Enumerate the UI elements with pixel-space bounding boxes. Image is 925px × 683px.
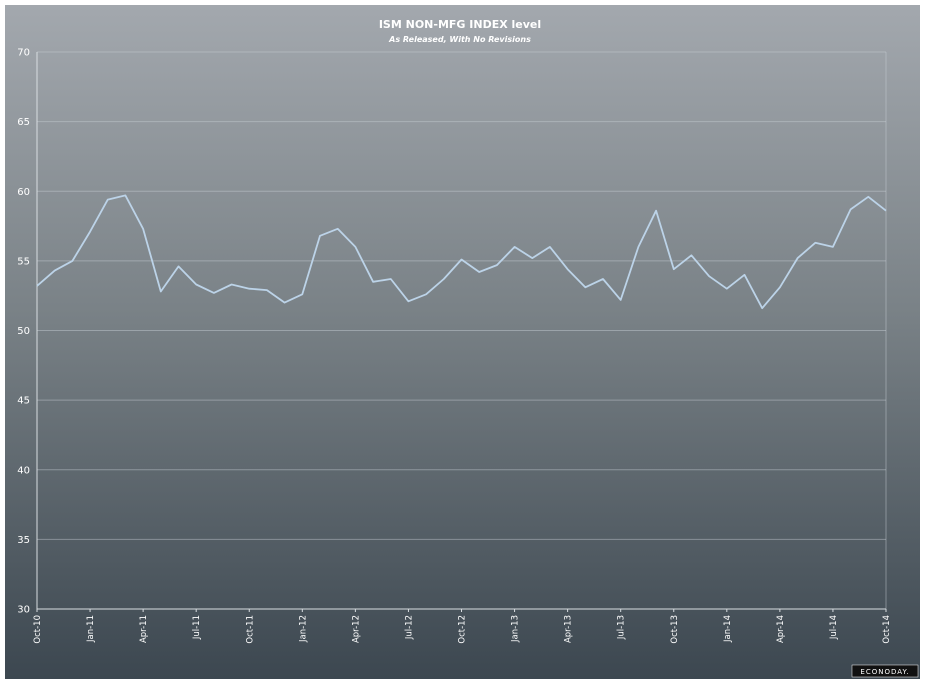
chart-title: ISM NON-MFG INDEX level xyxy=(379,18,541,31)
data-point xyxy=(160,291,162,293)
data-point xyxy=(797,257,799,259)
x-tick-label: Oct-14 xyxy=(882,615,892,644)
x-tick-label: Jan-14 xyxy=(723,615,733,643)
data-point xyxy=(266,289,268,291)
data-point xyxy=(301,293,303,295)
x-tick-label: Jul-14 xyxy=(829,615,839,640)
data-point xyxy=(726,288,728,290)
x-axis: Oct-10 Jan-11 Apr-11 Jul-11 Oct-11 Jan-12 Apr-… xyxy=(33,609,892,644)
x-tick-label: Oct-11 xyxy=(245,615,255,644)
x-tick-label: Apr-14 xyxy=(776,615,786,643)
data-point xyxy=(231,284,233,286)
y-tick-label: 40 xyxy=(17,465,30,476)
chart-background xyxy=(5,5,920,679)
data-point xyxy=(744,274,746,276)
x-tick-label: Jan-11 xyxy=(86,615,96,643)
y-tick-label: 60 xyxy=(17,187,30,198)
data-point xyxy=(602,278,604,280)
data-point xyxy=(567,268,569,270)
y-tick-label: 30 xyxy=(17,605,30,616)
y-tick-label: 70 xyxy=(17,48,30,59)
x-tick-label: Jul-12 xyxy=(404,615,414,640)
data-point xyxy=(142,228,144,230)
data-point xyxy=(71,260,73,262)
data-point xyxy=(36,285,38,287)
data-point xyxy=(319,235,321,237)
data-point xyxy=(514,246,516,248)
y-tick-label: 45 xyxy=(17,396,30,407)
brand-label: ECONODAY. xyxy=(860,668,909,676)
data-point xyxy=(478,271,480,273)
data-point xyxy=(531,257,533,259)
data-point xyxy=(850,208,852,210)
x-tick-label: Apr-11 xyxy=(139,615,149,643)
data-point xyxy=(496,264,498,266)
data-point xyxy=(337,228,339,230)
x-tick-label: Jan-13 xyxy=(511,615,521,643)
x-tick-label: Oct-10 xyxy=(33,615,43,644)
chart-subtitle: As Released, With No Revisions xyxy=(388,35,531,44)
data-point xyxy=(584,286,586,288)
data-point xyxy=(213,292,215,294)
data-point xyxy=(655,210,657,212)
data-point xyxy=(425,293,427,295)
data-point xyxy=(814,242,816,244)
x-tick-label: Apr-13 xyxy=(564,615,574,643)
grid-layer xyxy=(36,51,887,610)
data-point xyxy=(107,199,109,201)
y-tick-label: 35 xyxy=(17,535,30,546)
x-tick-label: Oct-13 xyxy=(670,615,680,644)
data-point xyxy=(89,231,91,233)
data-point xyxy=(284,302,286,304)
data-point xyxy=(832,246,834,248)
data-point xyxy=(178,265,180,267)
x-tick-label: Oct-12 xyxy=(458,615,468,644)
data-point xyxy=(124,194,126,196)
x-tick-label: Jul-13 xyxy=(617,615,627,640)
series-layer xyxy=(36,194,887,310)
y-axis: 30 35 40 45 50 55 60 65 70 xyxy=(17,48,30,616)
y-tick-label: 55 xyxy=(17,256,30,267)
data-point xyxy=(195,284,197,286)
data-point xyxy=(867,196,869,198)
data-point xyxy=(461,258,463,260)
data-point xyxy=(708,275,710,277)
data-point xyxy=(354,246,356,248)
data-point xyxy=(54,270,56,272)
y-tick-label: 65 xyxy=(17,117,30,128)
y-tick-label: 50 xyxy=(17,326,30,337)
data-point xyxy=(372,281,374,283)
x-tick-label: Apr-12 xyxy=(351,615,361,643)
data-point xyxy=(390,278,392,280)
data-point xyxy=(673,268,675,270)
series-line xyxy=(36,194,887,310)
data-point xyxy=(690,254,692,256)
data-point xyxy=(248,288,250,290)
x-tick-label: Jul-11 xyxy=(192,615,202,640)
data-point xyxy=(620,299,622,301)
x-tick-label: Jan-12 xyxy=(298,615,308,643)
data-point xyxy=(779,286,781,288)
data-point xyxy=(549,246,551,248)
data-point xyxy=(443,278,445,280)
data-point xyxy=(885,210,887,212)
data-point xyxy=(407,300,409,302)
data-point xyxy=(761,307,763,309)
econoday-logo: ECONODAY. xyxy=(851,664,919,678)
data-point xyxy=(637,246,639,248)
